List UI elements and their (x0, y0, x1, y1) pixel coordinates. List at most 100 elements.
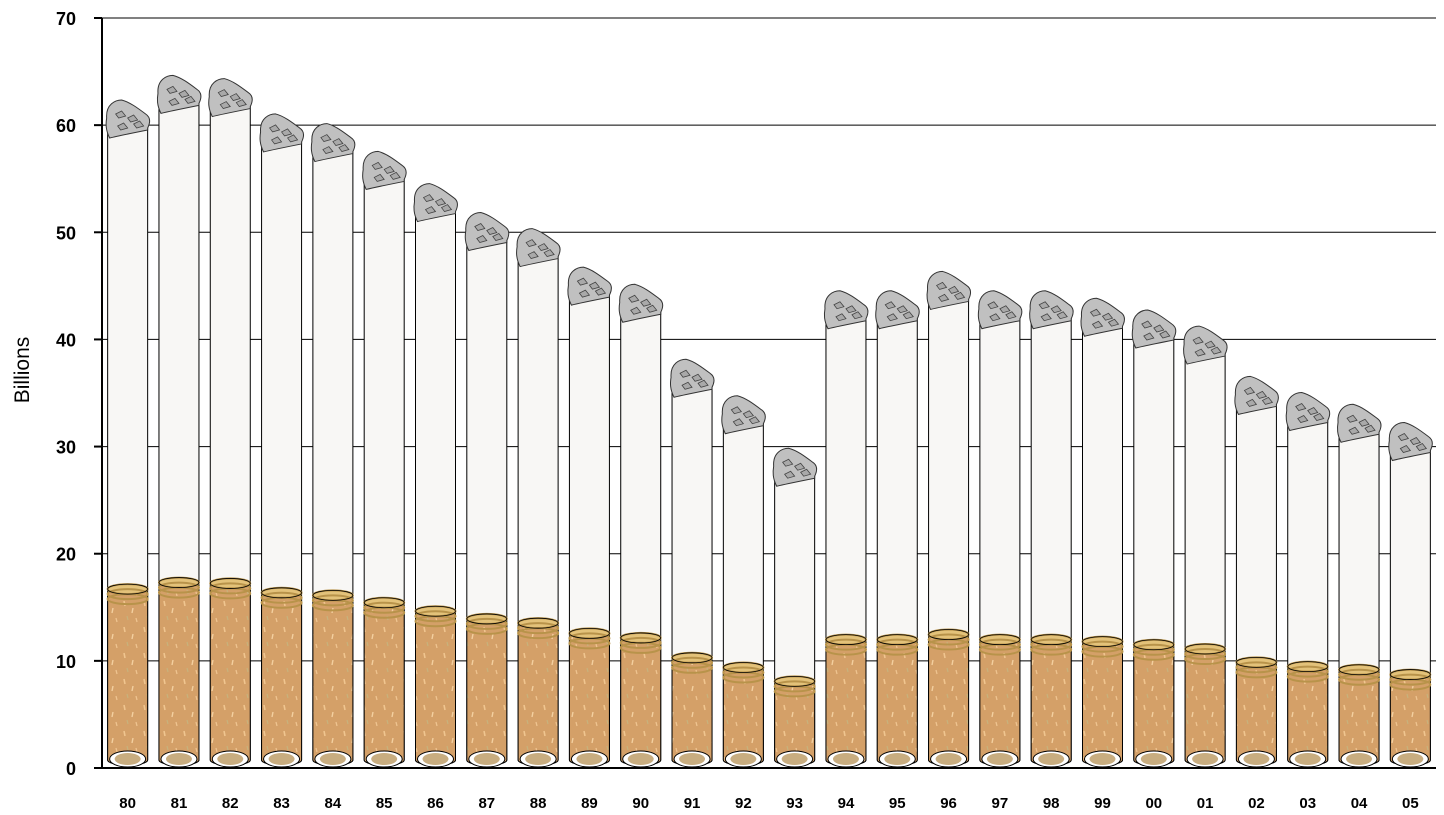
bar-ash-05 (1388, 421, 1433, 462)
bar-ash-fleck-88-0 (525, 239, 537, 248)
bar-ash-fleck-05-2 (1399, 444, 1412, 453)
bar-ash-04 (1336, 403, 1382, 443)
bar-ring-99-1 (1081, 640, 1124, 653)
bar-ash-fleck-96-2 (937, 293, 950, 302)
y-tick-label-50: 50 (56, 223, 76, 243)
bar-end-core-00 (1140, 753, 1167, 765)
bar-filter-rim-98 (1030, 634, 1072, 646)
bar-ash-fleck-86-0 (422, 194, 435, 203)
bar-ash-fleck-94-1 (845, 305, 857, 314)
x-tick-label-96: 96 (940, 795, 957, 812)
bar-filter-94 (825, 638, 867, 766)
bar-ash-fleck-00-2 (1143, 332, 1155, 341)
bar-filter-rim-80 (107, 583, 149, 595)
bar-ash-fleck-85-3 (389, 171, 401, 180)
x-tick-label-93: 93 (786, 795, 803, 812)
bar-80 (105, 99, 151, 768)
bar-ash-fleck-84-1 (332, 138, 344, 147)
bar-filter-80 (107, 587, 149, 766)
bar-filter-81 (158, 581, 200, 766)
bar-ash-03 (1285, 391, 1331, 432)
bar-ash-fleck-97-1 (999, 305, 1011, 314)
bar-ash-fleck-03-2 (1297, 414, 1309, 423)
bar-ash-fleck-81-3 (184, 95, 196, 104)
bar-ash-83 (259, 113, 305, 153)
x-tick-label-05: 05 (1402, 795, 1419, 812)
bar-ash-93 (772, 447, 818, 487)
bar-ring-80-1 (106, 588, 149, 601)
bar-ash-fleck-82-1 (229, 93, 241, 102)
bar-ash-fleck-97-2 (989, 313, 1001, 322)
x-tick-label-87: 87 (478, 795, 495, 812)
bar-filter-rim-97 (979, 634, 1021, 646)
bar-ash-fleck-92-2 (732, 418, 745, 427)
bar-ash-fleck-80-0 (115, 110, 127, 119)
bar-ash-fleck-81-0 (166, 85, 178, 94)
bar-ash-fleck-87-1 (486, 226, 498, 235)
bar-ring-82-1 (209, 582, 252, 595)
bar-ash-81 (156, 74, 202, 114)
bar-ash-fleck-92-0 (730, 406, 743, 415)
x-tick-label-90: 90 (632, 795, 649, 812)
x-tick-label-89: 89 (581, 795, 598, 812)
bar-end-core-03 (1294, 753, 1321, 765)
bar-ash-fleck-04-2 (1348, 426, 1360, 435)
bar-ash-99 (1080, 297, 1125, 337)
bar-filter-rim-81 (158, 577, 200, 588)
x-tick-label-83: 83 (273, 795, 290, 812)
bar-96 (926, 270, 972, 768)
bar-end-core-04 (1346, 753, 1373, 765)
bar-ash-fleck-88-3 (543, 249, 555, 258)
bar-end-core-01 (1192, 753, 1219, 765)
bar-filter-rim-85 (363, 597, 405, 609)
bar-ash-fleck-92-1 (742, 410, 755, 419)
bar-ash-fleck-02-1 (1255, 390, 1268, 399)
bar-ash-fleck-80-3 (133, 120, 145, 129)
bar-ash-fleck-88-1 (537, 243, 549, 252)
bar-ash-fleck-98-0 (1038, 301, 1050, 310)
bar-81 (156, 74, 202, 768)
bar-ash-fleck-04-0 (1346, 414, 1358, 423)
bar-ring-84-1 (311, 594, 354, 607)
bar-ash-fleck-96-3 (953, 291, 966, 300)
bar-filter-rim-87 (466, 613, 508, 625)
bar-ash-fleck-91-2 (681, 381, 693, 390)
bar-ash-fleck-99-2 (1091, 320, 1104, 329)
bar-filter-01 (1184, 647, 1226, 766)
bar-89 (567, 266, 612, 768)
bar-ash-fleck-93-3 (800, 468, 812, 477)
bar-91 (669, 358, 715, 768)
x-tick-label-86: 86 (427, 795, 444, 812)
bar-ash-00 (1131, 309, 1177, 349)
bar-ash-96 (926, 270, 972, 311)
bar-filter-96 (928, 633, 970, 766)
bar-ash-fleck-92-3 (748, 416, 761, 425)
bar-ash-fleck-95-0 (884, 301, 896, 310)
bar-04 (1336, 403, 1382, 768)
bar-ash-fleck-93-2 (784, 470, 796, 479)
bar-filter-rim-86 (415, 605, 456, 617)
bar-end-core-05 (1397, 753, 1424, 765)
bar-filter-rim-05 (1389, 669, 1431, 680)
x-tick-label-02: 02 (1248, 795, 1265, 812)
bar-ring-90-1 (619, 636, 662, 649)
bar-filter-rim-83 (261, 587, 302, 599)
bar-ash-84 (310, 123, 356, 163)
bar-ash-94 (823, 290, 869, 330)
bar-end-core-02 (1243, 753, 1270, 765)
y-tick-label-30: 30 (56, 438, 76, 458)
bar-filter-82 (209, 581, 251, 766)
bar-ash-fleck-87-3 (492, 232, 504, 241)
bar-00 (1131, 309, 1177, 768)
x-tick-label-01: 01 (1197, 795, 1214, 812)
bar-ash-fleck-84-0 (320, 134, 332, 143)
bar-ring-97-1 (978, 638, 1021, 651)
bar-ring-95-1 (876, 638, 919, 651)
x-tick-label-99: 99 (1094, 795, 1111, 812)
bar-ash-fleck-84-2 (322, 146, 334, 155)
bar-ash-fleck-94-3 (851, 311, 863, 320)
bar-90 (618, 283, 664, 768)
bar-ring-98-1 (1030, 638, 1073, 651)
bar-ash-fleck-93-1 (794, 462, 806, 471)
bar-ash-fleck-94-0 (833, 301, 845, 310)
